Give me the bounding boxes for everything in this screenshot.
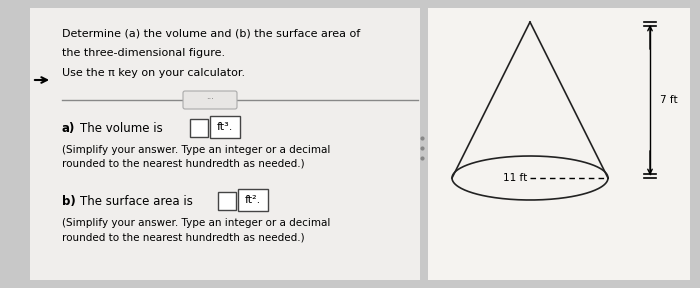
FancyBboxPatch shape [183,91,237,109]
Bar [190,119,208,137]
Text: (Simplify your answer. Type an integer or a decimal: (Simplify your answer. Type an integer o… [62,218,330,228]
Text: The surface area is: The surface area is [80,195,197,208]
Text: ft³.: ft³. [217,122,233,132]
Text: rounded to the nearest hundredth as needed.): rounded to the nearest hundredth as need… [62,159,304,169]
Text: ···: ··· [206,96,214,105]
Bar [210,116,240,138]
FancyBboxPatch shape [30,8,420,280]
Text: a): a) [62,122,76,135]
Text: ft².: ft². [245,195,261,205]
Text: b): b) [62,195,76,208]
Text: 7 ft: 7 ft [660,95,678,105]
Text: 11 ft: 11 ft [503,173,527,183]
Text: (Simplify your answer. Type an integer or a decimal: (Simplify your answer. Type an integer o… [62,145,330,155]
FancyBboxPatch shape [428,8,690,280]
Text: the three-dimensional figure.: the three-dimensional figure. [62,48,225,58]
Text: The volume is: The volume is [80,122,167,135]
Bar [238,189,268,211]
Text: Determine (a) the volume and (b) the surface area of: Determine (a) the volume and (b) the sur… [62,28,361,38]
Text: rounded to the nearest hundredth as needed.): rounded to the nearest hundredth as need… [62,232,304,242]
Bar [218,192,236,210]
Text: Use the π key on your calculator.: Use the π key on your calculator. [62,68,245,78]
